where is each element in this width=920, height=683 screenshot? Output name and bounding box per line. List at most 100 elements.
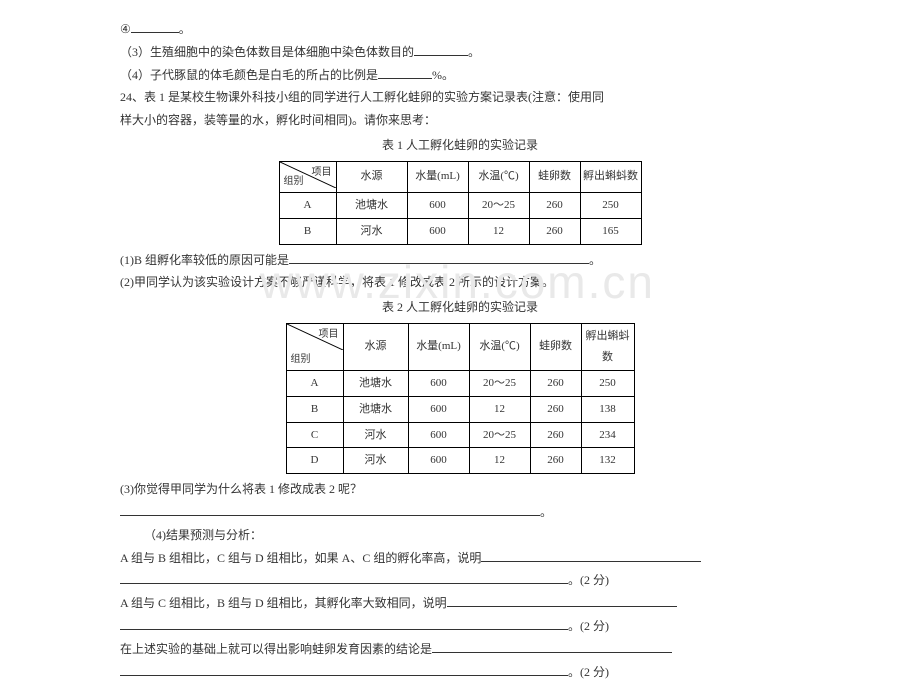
table-2: 项目组别水源水量(mL)水温(℃)蛙卵数孵出蝌蚪数A池塘水60020～25260… <box>286 323 635 474</box>
table-1: 项目组别水源水量(mL)水温(℃)蛙卵数孵出蝌蚪数A池塘水60020～25260… <box>279 161 642 245</box>
text: （4）子代豚鼠的体毛颜色是白毛的所占的比例是 <box>120 68 378 82</box>
table-cell: 600 <box>407 192 468 218</box>
table-row: B河水60012260165 <box>279 218 641 244</box>
text: A 组与 B 组相比，C 组与 D 组相比，如果 A、C 组的孵化率高，说明 <box>120 551 481 565</box>
q4-line: （4）子代豚鼠的体毛颜色是白毛的所占的比例是 %。 <box>120 64 800 87</box>
table-header-cell: 水温(℃) <box>468 161 529 192</box>
blank <box>120 569 568 584</box>
q24-line-2: 样大小的容器，装等量的水，孵化时间相同)。请你来思考： <box>120 109 800 132</box>
table-cell: B <box>279 218 336 244</box>
table-cell: B <box>286 396 343 422</box>
table-cell: 260 <box>530 370 581 396</box>
table-row: A池塘水60020～25260250 <box>279 192 641 218</box>
table-cell: 600 <box>408 448 469 474</box>
table-cell: 250 <box>581 370 634 396</box>
text: (1)B 组孵化率较低的原因可能是 <box>120 253 289 267</box>
document-page: ④。 （3）生殖细胞中的染色体数目是体细胞中染色体数目的。 （4）子代豚鼠的体毛… <box>0 0 920 683</box>
table-cell: 132 <box>581 448 634 474</box>
table-corner-cell: 项目组别 <box>286 323 343 370</box>
table-cell: 河水 <box>343 448 408 474</box>
blank <box>131 18 179 33</box>
table-cell: 165 <box>580 218 641 244</box>
table-header-cell: 蛙卵数 <box>530 323 581 370</box>
blank <box>120 661 568 676</box>
table-header-top: 项目 <box>312 163 332 182</box>
table-cell: 260 <box>530 422 581 448</box>
table-cell: 池塘水 <box>336 192 407 218</box>
q3-line: （3）生殖细胞中的染色体数目是体细胞中染色体数目的 。 <box>120 41 800 64</box>
line-4: ④。 <box>120 18 800 41</box>
table-header-bottom: 组别 <box>291 350 311 369</box>
table-cell: 260 <box>530 396 581 422</box>
blank <box>432 638 672 653</box>
table-row: B池塘水60012260138 <box>286 396 634 422</box>
table-cell: 138 <box>581 396 634 422</box>
table-header-cell: 孵出蝌蚪数 <box>580 161 641 192</box>
sub1-line: (1)B 组孵化率较低的原因可能是 。 <box>120 249 800 272</box>
blank <box>120 615 568 630</box>
table-cell: 20～25 <box>469 370 530 396</box>
res2-line: A 组与 C 组相比，B 组与 D 组相比，其孵化率大致相同，说明 <box>120 592 800 615</box>
table-row: D河水60012260132 <box>286 448 634 474</box>
text: 。(2 分) <box>568 665 609 679</box>
text: ④ <box>120 22 131 36</box>
table-cell: 池塘水 <box>343 396 408 422</box>
table-cell: 20～25 <box>469 422 530 448</box>
blank <box>447 592 677 607</box>
text: 。(2 分) <box>568 573 609 587</box>
text: %。 <box>432 68 454 82</box>
blank <box>120 501 540 516</box>
table-cell: 600 <box>408 370 469 396</box>
res1-line-2: 。(2 分) <box>120 569 800 592</box>
table-header-cell: 孵出蝌蚪数 <box>581 323 634 370</box>
sub2-line: (2)甲同学认为该实验设计方案不够严谨科学，将表 1 修改成表 2 所示的设计方… <box>120 271 800 294</box>
text: 。 <box>540 505 552 519</box>
text: 在上述实验的基础上就可以得出影响蛙卵发育因素的结论是 <box>120 642 432 656</box>
table-cell: 600 <box>408 396 469 422</box>
res3-line: 在上述实验的基础上就可以得出影响蛙卵发育因素的结论是 <box>120 638 800 661</box>
blank <box>414 41 468 56</box>
text: 。 <box>468 45 480 59</box>
text: A 组与 C 组相比，B 组与 D 组相比，其孵化率大致相同，说明 <box>120 596 447 610</box>
table-cell: 234 <box>581 422 634 448</box>
sub4-line: （4)结果预测与分析： <box>120 524 800 547</box>
table-header-cell: 水源 <box>343 323 408 370</box>
table-cell: 250 <box>580 192 641 218</box>
sub3-blank-line: 。 <box>120 501 800 524</box>
table-header-cell: 水量(mL) <box>408 323 469 370</box>
table-header-cell: 蛙卵数 <box>529 161 580 192</box>
text: （3）生殖细胞中的染色体数目是体细胞中染色体数目的 <box>120 45 414 59</box>
res1-line: A 组与 B 组相比，C 组与 D 组相比，如果 A、C 组的孵化率高，说明 <box>120 547 800 570</box>
table-cell: 12 <box>468 218 529 244</box>
table-header-cell: 水量(mL) <box>407 161 468 192</box>
table-cell: A <box>279 192 336 218</box>
table-header-bottom: 组别 <box>284 172 304 191</box>
table-cell: 600 <box>407 218 468 244</box>
table-row: C河水60020～25260234 <box>286 422 634 448</box>
table-cell: 河水 <box>336 218 407 244</box>
blank <box>481 547 701 562</box>
q24-line-1: 24、表 1 是某校生物课外科技小组的同学进行人工孵化蛙卵的实验方案记录表(注意… <box>120 86 800 109</box>
table-cell: 600 <box>408 422 469 448</box>
table-cell: 池塘水 <box>343 370 408 396</box>
table-header-top: 项目 <box>319 325 339 344</box>
text: 。(2 分) <box>568 619 609 633</box>
table-cell: 20～25 <box>468 192 529 218</box>
table-cell: A <box>286 370 343 396</box>
table-corner-cell: 项目组别 <box>279 161 336 192</box>
text: 。 <box>179 22 191 36</box>
table-cell: C <box>286 422 343 448</box>
table-cell: D <box>286 448 343 474</box>
res2-line-2: 。(2 分) <box>120 615 800 638</box>
table2-caption: 表 2 人工孵化蛙卵的实验记录 <box>120 296 800 319</box>
table-row: A池塘水60020～25260250 <box>286 370 634 396</box>
table-header-cell: 水源 <box>336 161 407 192</box>
res3-line-2: 。(2 分) <box>120 661 800 683</box>
table-cell: 12 <box>469 396 530 422</box>
text: 。 <box>589 253 601 267</box>
table-cell: 260 <box>530 448 581 474</box>
table-cell: 260 <box>529 218 580 244</box>
table-header-cell: 水温(℃) <box>469 323 530 370</box>
blank <box>289 249 589 264</box>
table-cell: 河水 <box>343 422 408 448</box>
